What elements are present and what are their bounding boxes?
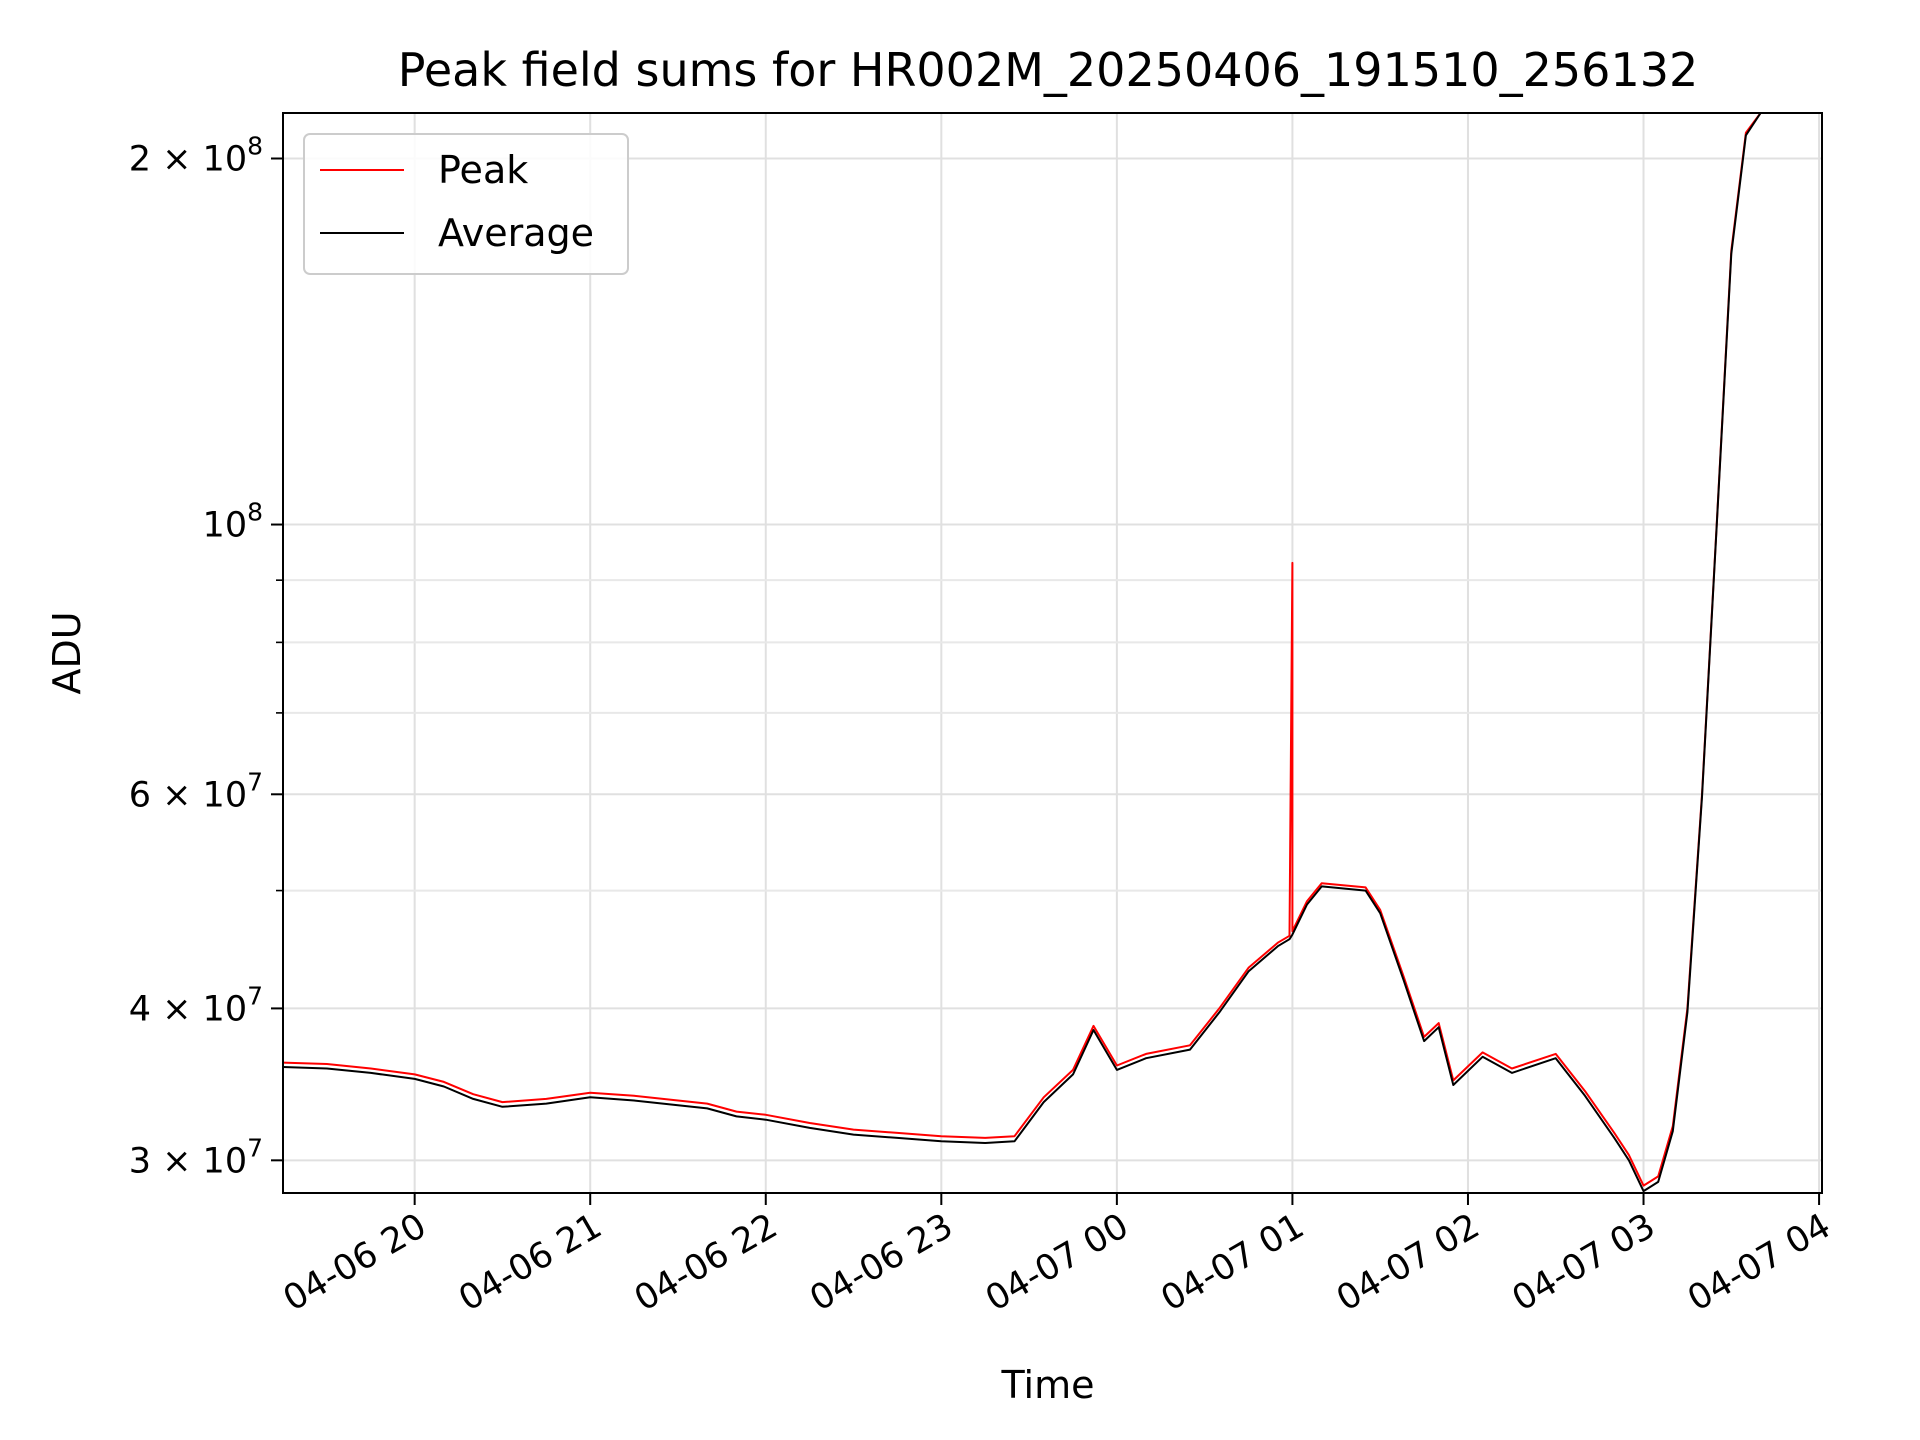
y-axis-label: ADU [45, 611, 89, 694]
legend-label-peak: Peak [438, 148, 528, 192]
legend-label-average: Average [438, 211, 594, 255]
legend: Peak Average [303, 133, 629, 275]
plot-frame [282, 112, 1823, 1194]
y-tick-label: 108 [203, 498, 263, 546]
series-line-average [282, 112, 1762, 1193]
series-group [282, 112, 1762, 1193]
y-tick-label: 6 × 107 [129, 767, 263, 815]
grid [283, 113, 1822, 1193]
y-tick-label: 4 × 107 [129, 981, 263, 1029]
y-tick-label: 3 × 107 [129, 1133, 263, 1181]
series-line-peak [282, 112, 1762, 1187]
y-tick-label: 2 × 108 [129, 132, 263, 180]
x-axis-label: Time [1001, 1363, 1095, 1407]
chart-title: Peak field sums for HR002M_20250406_1915… [398, 43, 1699, 97]
